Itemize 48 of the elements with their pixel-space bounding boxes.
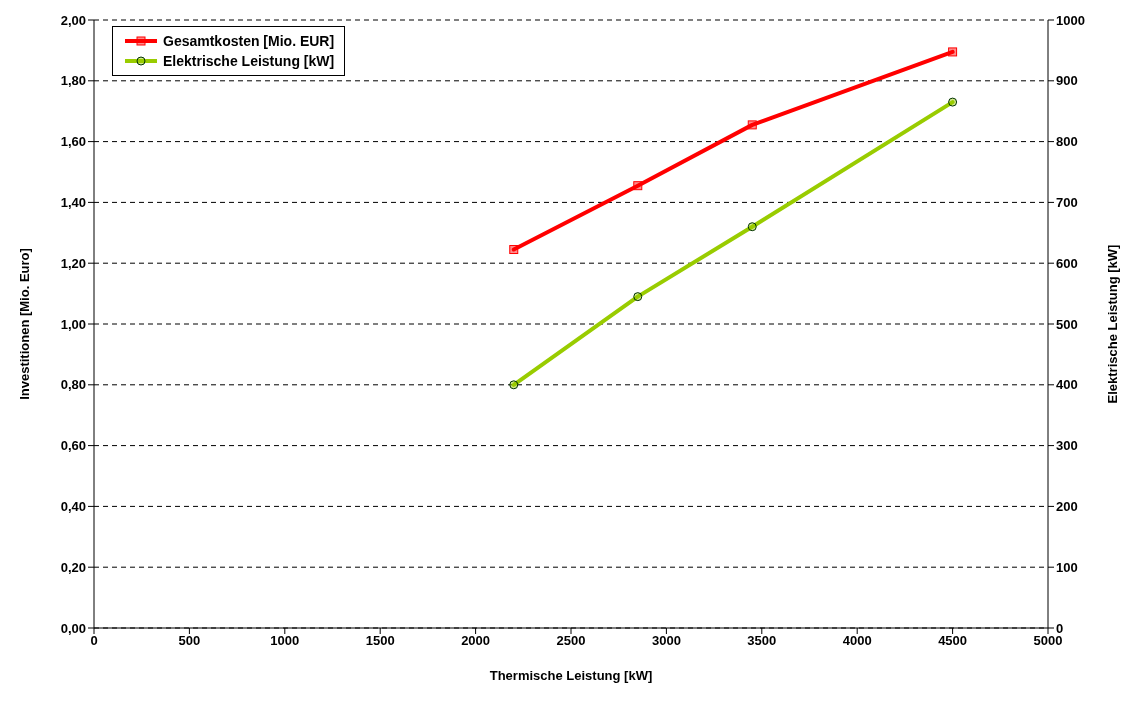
point	[747, 120, 757, 130]
y-tick-label: 1,40	[60, 195, 86, 211]
y2-tick-label: 200	[1056, 499, 1078, 515]
y2-tick-label: 1000	[1056, 12, 1085, 28]
point	[948, 47, 958, 57]
y-tick-label: 1,60	[60, 134, 86, 150]
x-tick-label: 3000	[651, 633, 681, 649]
point	[633, 181, 643, 191]
y2-tick-label: 800	[1056, 134, 1078, 150]
legend-label: Elektrische Leistung [kW]	[163, 53, 335, 69]
y2-tick-label: 500	[1056, 316, 1078, 332]
x-tick-label: 4000	[842, 633, 872, 649]
y2-tick-label: 900	[1056, 73, 1078, 89]
x-tick-label: 1000	[270, 633, 300, 649]
point	[633, 292, 643, 302]
x-tick-label: 2000	[461, 633, 491, 649]
y2-axis-title: Elektrische Leistung [kW]	[1104, 244, 1120, 404]
y2-tick-label: 100	[1056, 559, 1078, 575]
x-tick-label: 4500	[938, 633, 968, 649]
y-axis-title: Investitionen [Mio. Euro]	[16, 248, 32, 400]
legend-label: Gesamtkosten [Mio. EUR]	[163, 33, 335, 49]
point	[747, 222, 757, 232]
y-tick-label: 1,20	[60, 255, 86, 271]
y-tick-label: 1,00	[60, 316, 86, 332]
y-tick-label: 2,00	[60, 12, 86, 28]
point	[948, 97, 958, 107]
y2-tick-label: 0	[1056, 620, 1064, 636]
y-tick-label: 1,80	[60, 73, 86, 89]
line-series	[509, 47, 958, 255]
x-axis-title: Thermische Leistung [kW]	[489, 668, 653, 683]
y-tick-label: 0,40	[60, 499, 86, 515]
y2-tick-label: 700	[1056, 195, 1078, 211]
point	[509, 380, 519, 390]
x-tick-label: 5000	[1033, 633, 1063, 649]
x-tick-label: 2500	[556, 633, 586, 649]
y2-tick-label: 400	[1056, 377, 1078, 393]
y2-tick-label: 600	[1056, 255, 1078, 271]
x-tick-label: 1500	[365, 633, 395, 649]
x-tick-label: 0	[90, 633, 98, 649]
y-tick-label: 0,20	[60, 559, 86, 575]
x-tick-label: 500	[178, 633, 201, 649]
y-tick-label: 0,00	[60, 620, 86, 636]
y-tick-label: 0,80	[60, 377, 86, 393]
line-series	[509, 97, 958, 390]
y-tick-label: 0,60	[60, 438, 86, 454]
x-tick-label: 3500	[747, 633, 777, 649]
point	[509, 245, 519, 255]
y2-tick-label: 300	[1056, 438, 1078, 454]
